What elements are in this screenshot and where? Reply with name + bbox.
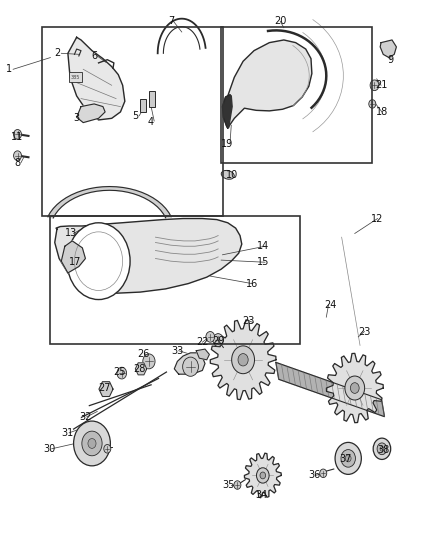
Text: 12: 12 [371,214,384,223]
Text: 9: 9 [388,55,394,64]
Bar [149,91,155,107]
Circle shape [82,431,102,456]
Text: 4: 4 [148,117,154,126]
Circle shape [213,334,223,346]
Circle shape [345,376,364,400]
Circle shape [143,354,155,369]
Circle shape [380,447,384,451]
Text: 27: 27 [98,383,110,393]
Circle shape [14,151,21,160]
Text: 19: 19 [221,139,233,149]
Circle shape [183,357,198,376]
Text: 23: 23 [243,316,255,326]
Text: 21: 21 [375,80,387,90]
Polygon shape [174,353,205,374]
Circle shape [370,80,379,91]
Polygon shape [380,40,396,58]
Text: 32: 32 [80,412,92,422]
Text: 5: 5 [133,111,139,120]
Polygon shape [196,349,209,360]
Text: 28: 28 [133,364,145,374]
Text: 10: 10 [226,170,238,180]
Text: 385: 385 [71,75,81,80]
Polygon shape [244,453,281,498]
Circle shape [234,481,241,489]
Text: 36: 36 [308,471,321,480]
Text: 17: 17 [69,257,81,267]
Text: 29: 29 [212,336,224,346]
Bar [42,27,223,216]
Text: 34: 34 [256,490,268,499]
Bar [50,216,300,344]
Text: 3: 3 [74,114,80,123]
Text: 35: 35 [223,480,235,490]
Circle shape [74,421,110,466]
Circle shape [206,332,215,342]
Circle shape [117,367,127,379]
Text: 26: 26 [138,350,150,359]
Text: 13: 13 [65,229,77,238]
Polygon shape [77,104,105,123]
Circle shape [257,468,269,483]
Text: 22: 22 [196,337,208,347]
Polygon shape [48,187,171,218]
Text: 37: 37 [339,455,351,464]
Polygon shape [326,353,383,423]
Bar [69,72,82,82]
Text: 1: 1 [6,64,12,74]
Polygon shape [276,362,385,417]
Ellipse shape [221,171,234,179]
Circle shape [104,445,111,453]
Circle shape [320,469,327,478]
Text: 38: 38 [377,446,389,455]
Circle shape [88,439,96,448]
Text: 2: 2 [54,49,60,58]
Circle shape [350,383,359,393]
Polygon shape [226,40,312,128]
Text: 15: 15 [257,257,269,267]
Text: 14: 14 [257,241,269,251]
Text: 6: 6 [91,51,97,61]
Polygon shape [135,363,147,375]
Text: 31: 31 [62,428,74,438]
Polygon shape [61,241,85,273]
Circle shape [335,442,361,474]
Circle shape [238,353,248,366]
Text: 20: 20 [274,17,286,26]
Bar [140,99,146,112]
Bar [221,27,372,163]
Text: 33: 33 [171,346,184,356]
Text: 16: 16 [246,279,258,288]
Text: 23: 23 [358,327,371,336]
Circle shape [260,472,265,479]
Circle shape [377,443,387,455]
Polygon shape [99,382,113,397]
Circle shape [373,438,391,459]
Circle shape [369,100,376,108]
Polygon shape [68,37,125,120]
Circle shape [345,455,351,462]
Text: 11: 11 [11,132,23,142]
Circle shape [341,450,356,467]
Text: 18: 18 [376,107,388,117]
Polygon shape [55,219,242,293]
Text: 7: 7 [168,17,174,26]
Circle shape [232,346,254,374]
Text: 25: 25 [113,367,125,377]
Polygon shape [223,95,232,128]
Circle shape [14,130,21,139]
Polygon shape [210,320,276,400]
Text: 8: 8 [14,158,21,167]
Circle shape [67,223,130,300]
Text: 24: 24 [325,300,337,310]
Text: 30: 30 [43,444,55,454]
